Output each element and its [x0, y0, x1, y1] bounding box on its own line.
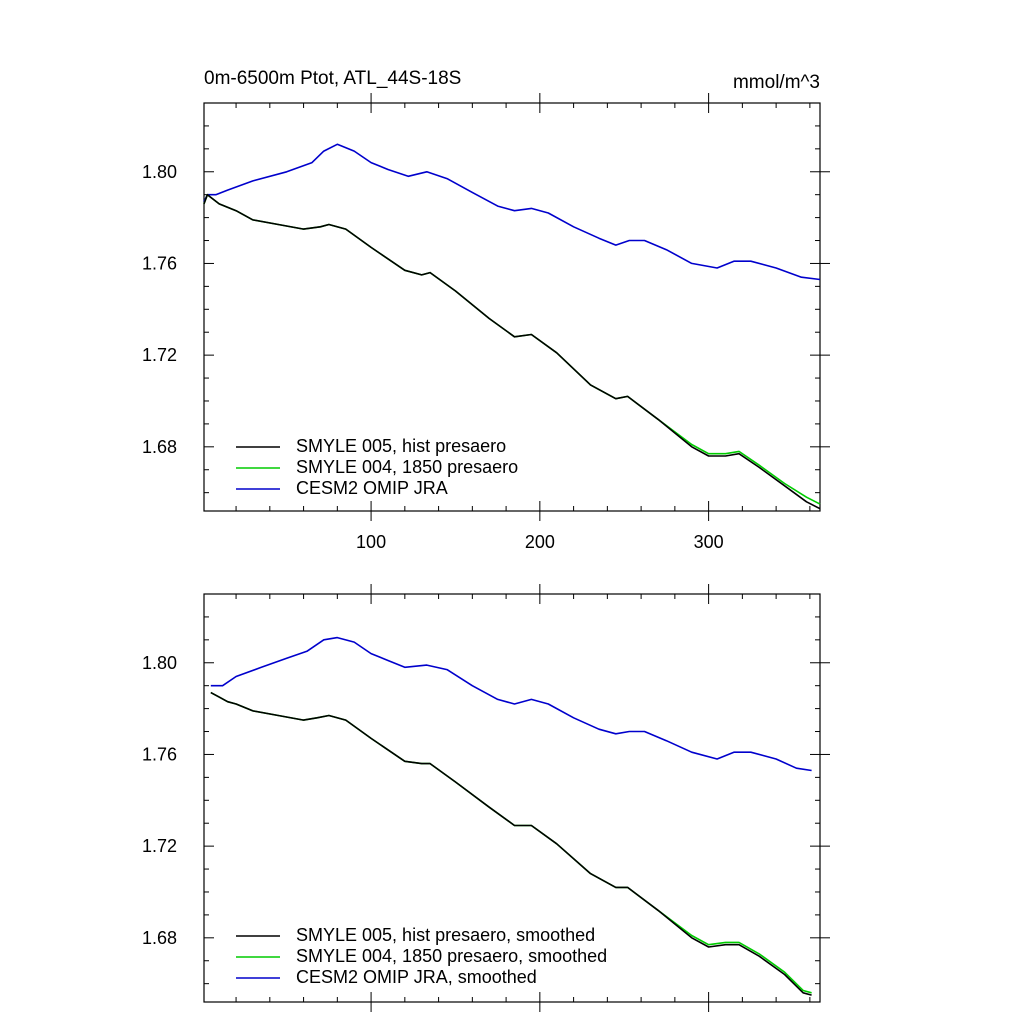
series-line-2: [210, 636, 812, 772]
series-line-2: [203, 143, 821, 281]
y-tick-label: 1.68: [142, 437, 177, 457]
legend-label-2: CESM2 OMIP JRA, smoothed: [296, 967, 537, 987]
legend-label-1: SMYLE 004, 1850 presaero, smoothed: [296, 946, 607, 966]
x-tick-label: 300: [694, 532, 724, 552]
bottom-plot-frame: [203, 593, 821, 1003]
x-tick-label: 100: [356, 532, 386, 552]
series-line-0: [210, 691, 812, 996]
chart-title: 0m-6500m Ptot, ATL_44S-18S: [204, 68, 461, 89]
top-series-lines: [203, 143, 821, 510]
y-tick-label: 1.72: [142, 836, 177, 856]
y-tick-label: 1.72: [142, 345, 177, 365]
x-tick-label: 200: [525, 532, 555, 552]
units-label: mmol/m^3: [733, 72, 820, 93]
bottom-panel: 1.68 1.72 1.76 1.80 SMYLE 005, hist presaer…: [142, 584, 830, 1012]
legend-label-0: SMYLE 005, hist presaero, smoothed: [296, 925, 595, 945]
top-ticks: 100 200 300 1.68 1.72 1.76 1.80: [142, 93, 830, 552]
series-line-0: [203, 193, 821, 510]
y-tick-label: 1.76: [142, 744, 177, 764]
bottom-legend: SMYLE 005, hist presaero, smoothedSMYLE …: [236, 925, 607, 987]
legend-label-2: CESM2 OMIP JRA: [296, 478, 448, 498]
bottom-ticks: 1.68 1.72 1.76 1.80: [142, 584, 830, 1012]
y-tick-label: 1.68: [142, 928, 177, 948]
top-plot-frame: [203, 102, 821, 512]
legend-label-0: SMYLE 005, hist presaero: [296, 436, 506, 456]
y-tick-label: 1.80: [142, 653, 177, 673]
legend-label-1: SMYLE 004, 1850 presaero: [296, 457, 518, 477]
top-panel: 0m-6500m Ptot, ATL_44S-18S mmol/m^3 100 2…: [142, 68, 830, 552]
y-tick-label: 1.76: [142, 253, 177, 273]
y-tick-label: 1.80: [142, 162, 177, 182]
bottom-series-lines: [210, 636, 812, 996]
